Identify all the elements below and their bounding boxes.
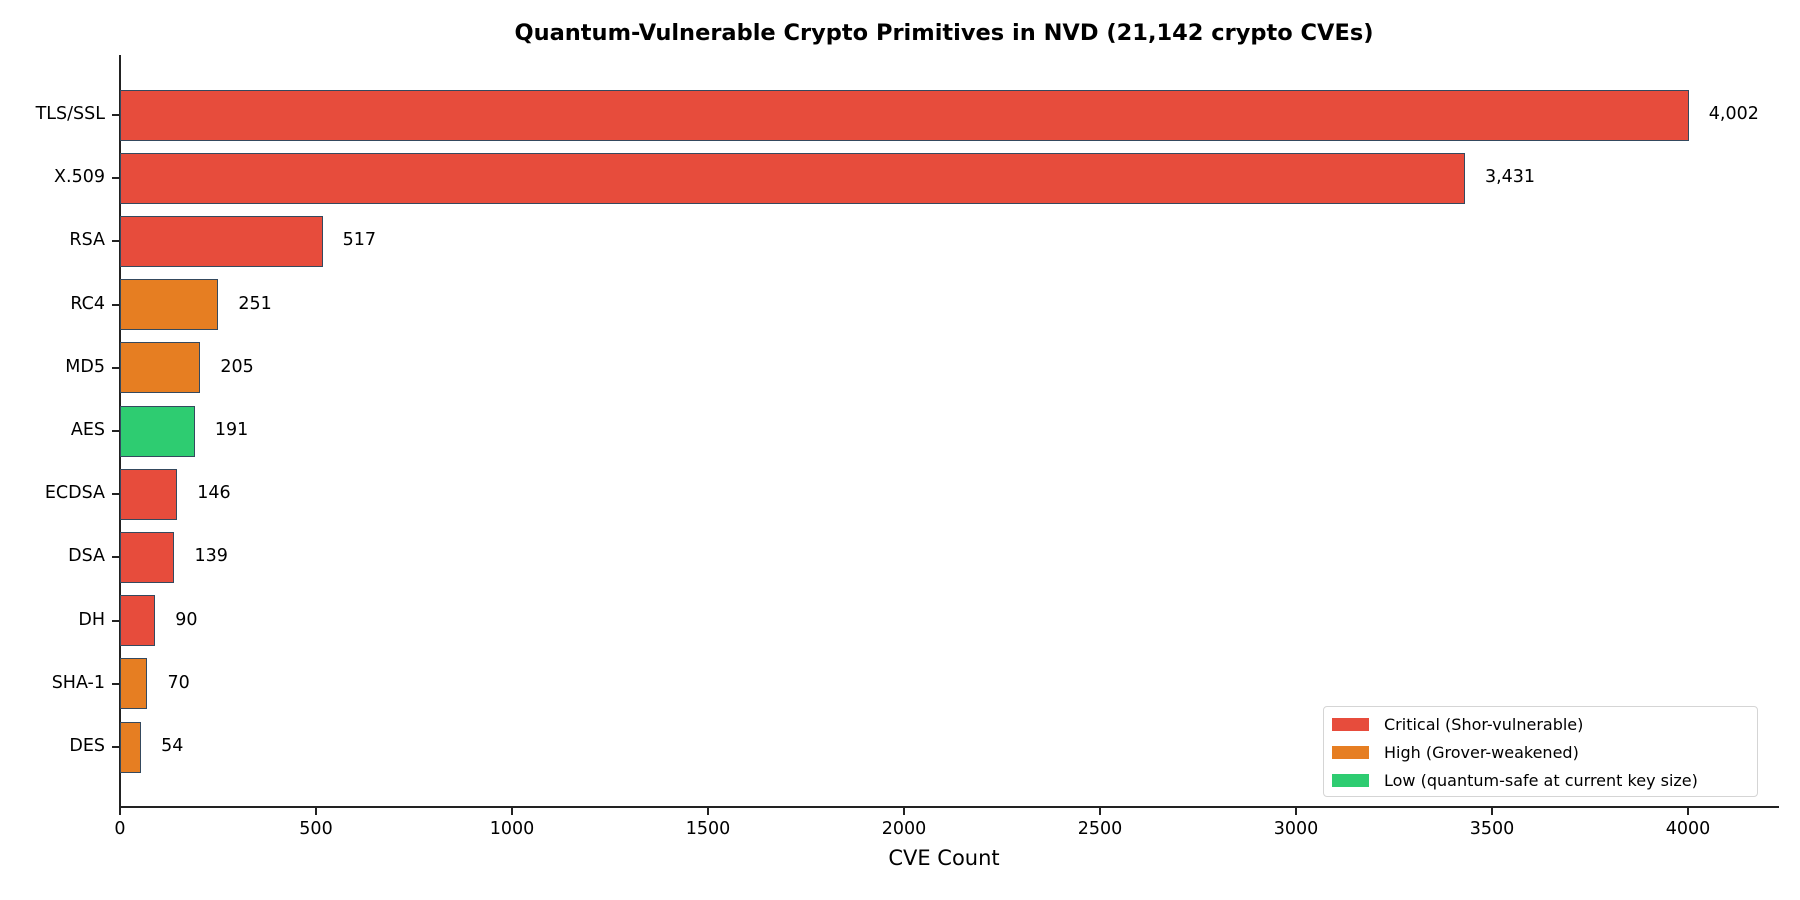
bar-value-label: 3,431	[1484, 167, 1536, 188]
x-tick-label: 3000	[1273, 819, 1319, 839]
x-axis-label: CVE Count	[888, 846, 1000, 870]
x-tick-label: 1000	[489, 819, 535, 839]
bar-value-label: 54	[161, 736, 184, 756]
bar-dsa	[120, 531, 175, 583]
y-tick-label: DSA	[68, 546, 105, 567]
x-tick-label: 2000	[881, 819, 927, 839]
bar-tls-ssl	[120, 89, 1689, 141]
legend-label-high: High (Grover-weakened)	[1384, 742, 1579, 762]
bar-rc4	[120, 279, 219, 331]
legend-item-low: Low (quantum-safe at current key size)	[1332, 769, 1698, 791]
legend-item-high: High (Grover-weakened)	[1332, 741, 1579, 763]
bar-value-label: 251	[238, 293, 272, 314]
y-tick-label: X.509	[54, 167, 105, 188]
bar-value-label: 4,002	[1708, 104, 1759, 124]
bar-md5	[120, 342, 201, 394]
bar-des	[120, 721, 142, 773]
x-tick-label: 1500	[685, 819, 731, 839]
bar-value-label: 517	[342, 230, 377, 251]
x-tick-label: 2500	[1077, 819, 1123, 839]
bar-value-label: 139	[194, 546, 228, 567]
y-tick-label: DES	[69, 736, 105, 756]
bar-value-label: 191	[214, 420, 249, 440]
legend-item-critical: Critical (Shor-vulnerable)	[1332, 713, 1583, 735]
x-tick-mark	[707, 808, 709, 815]
y-tick-mark	[112, 366, 119, 369]
bar-dh	[120, 595, 156, 647]
y-tick-label: RSA	[69, 230, 105, 251]
x-tick-mark	[1099, 808, 1101, 815]
legend-label-low: Low (quantum-safe at current key size)	[1384, 770, 1698, 790]
y-tick-mark	[112, 493, 119, 496]
legend: Critical (Shor-vulnerable) High (Grover-…	[1323, 706, 1758, 797]
y-tick-label: MD5	[65, 356, 105, 377]
y-tick-mark	[112, 746, 119, 748]
x-tick-mark	[511, 808, 513, 815]
y-tick-mark	[112, 114, 119, 116]
y-tick-label: DH	[78, 609, 105, 630]
bar-sha-1	[120, 658, 148, 710]
y-tick-mark	[112, 619, 119, 622]
legend-swatch-high	[1332, 745, 1369, 759]
x-tick-label: 4000	[1665, 819, 1711, 839]
x-tick-label: 0	[114, 819, 126, 839]
y-tick-mark	[112, 556, 119, 559]
x-tick-mark	[1491, 808, 1493, 815]
y-tick-label: ECDSA	[44, 483, 105, 504]
x-tick-label: 500	[299, 819, 333, 839]
x-axis-line	[119, 806, 1779, 808]
bar-ecdsa	[120, 468, 178, 520]
bar-value-label: 205	[220, 356, 254, 377]
x-tick-mark	[903, 808, 905, 815]
y-tick-label: TLS/SSL	[35, 104, 105, 124]
x-tick-mark	[119, 808, 121, 815]
y-tick-label: RC4	[70, 293, 105, 314]
y-tick-mark	[112, 303, 119, 306]
y-tick-mark	[112, 430, 119, 432]
x-tick-mark	[315, 808, 317, 815]
x-tick-mark	[1295, 808, 1297, 815]
bar-value-label: 70	[167, 672, 190, 693]
bar-rsa	[120, 215, 323, 267]
legend-swatch-low	[1332, 773, 1369, 787]
y-tick-mark	[112, 177, 119, 180]
bar-value-label: 90	[175, 609, 198, 630]
bar-aes	[120, 405, 195, 457]
x-tick-mark	[1687, 808, 1689, 815]
y-tick-mark	[112, 240, 119, 243]
x-tick-label: 3500	[1469, 819, 1515, 839]
y-tick-label: SHA-1	[51, 672, 105, 693]
legend-label-critical: Critical (Shor-vulnerable)	[1384, 714, 1584, 734]
chart-title: Quantum-Vulnerable Crypto Primitives in …	[514, 20, 1374, 46]
bar-x-509	[120, 152, 1465, 204]
y-tick-mark	[112, 682, 119, 685]
y-tick-label: AES	[70, 420, 105, 440]
bar-value-label: 146	[197, 483, 231, 504]
legend-swatch-critical	[1332, 717, 1369, 731]
